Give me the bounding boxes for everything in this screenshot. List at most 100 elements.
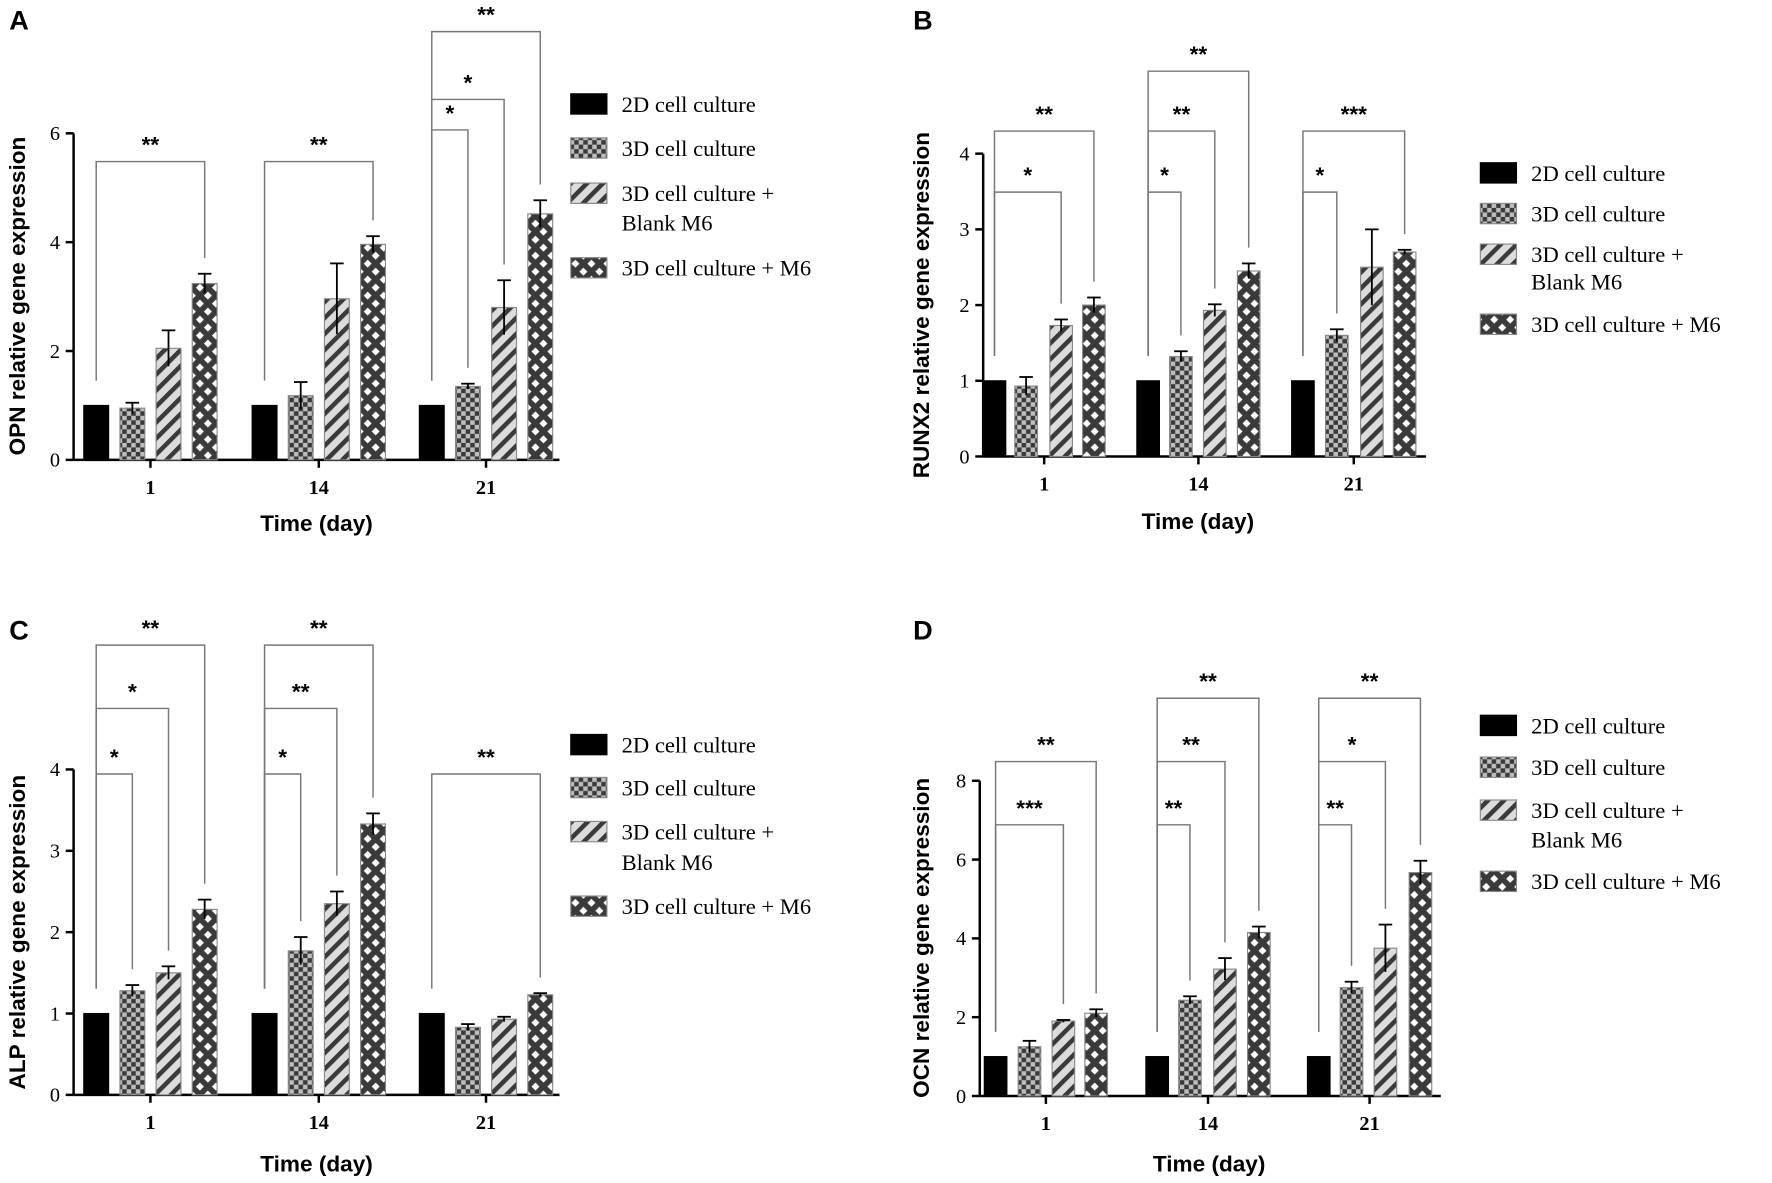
bar [191, 908, 218, 1096]
significance-bracket [95, 773, 134, 989]
y-axis-label: RUNX2 relative gene expression [909, 132, 934, 478]
y-tick-label: 0 [50, 450, 60, 472]
bar [1178, 999, 1202, 1097]
y-tick-label: 4 [50, 232, 60, 254]
legend-label: 3D cell culture [1531, 201, 1665, 226]
significance-label: * [1348, 733, 1357, 758]
bar [1247, 931, 1271, 1097]
bar [119, 990, 146, 1096]
significance-label: * [464, 70, 473, 95]
significance-bracket [1147, 191, 1182, 356]
bar [1392, 251, 1417, 458]
y-tick-label: 2 [959, 295, 969, 317]
x-tick-label: 21 [476, 1112, 496, 1134]
legend-label: 2D cell culture [622, 92, 756, 117]
y-tick-label: 0 [959, 446, 969, 468]
y-tick-label: 0 [50, 1085, 60, 1107]
bar [251, 1012, 278, 1096]
legend-swatch [1479, 714, 1518, 737]
significance-label: ** [1361, 669, 1379, 694]
y-tick-label: 4 [959, 143, 969, 165]
y-tick-label: 3 [959, 219, 969, 241]
legend-swatch [570, 733, 608, 756]
x-tick-label: 21 [1359, 1113, 1379, 1135]
y-tick-label: 2 [50, 922, 60, 944]
significance-label: * [445, 101, 454, 126]
significance-bracket [431, 30, 541, 381]
legend-swatch [570, 820, 608, 843]
x-tick-label: 1 [145, 1112, 155, 1134]
x-tick-label: 14 [1198, 1113, 1218, 1135]
panel-label: D [913, 615, 933, 646]
y-axis-label: OPN relative gene expression [5, 137, 30, 456]
significance-bracket [994, 824, 1065, 1032]
bar [251, 404, 278, 461]
bar [418, 1012, 445, 1096]
x-tick-label: 1 [1041, 1113, 1051, 1135]
significance-label: *** [1016, 796, 1043, 821]
x-tick-label: 14 [309, 477, 329, 499]
legend-swatch [570, 895, 608, 917]
legend-swatch [1479, 313, 1518, 336]
bar [1324, 334, 1349, 458]
y-tick-label: 2 [50, 341, 60, 363]
bar [1408, 872, 1433, 1097]
significance-bracket [95, 644, 206, 989]
legend-label: 3D cell culture + [622, 820, 775, 845]
legend-swatch [570, 182, 608, 204]
panel-label: C [9, 615, 29, 646]
bar [454, 1026, 481, 1096]
y-axis-label: OCN relative gene expression [909, 778, 934, 1098]
bar [1136, 380, 1160, 458]
legend-label: 3D cell culture [622, 775, 756, 800]
significance-bracket [263, 644, 374, 989]
significance-label: * [1023, 163, 1032, 188]
significance-label: * [128, 679, 137, 704]
legend: 2D cell culture 3D cell culture 3D cell cu… [1479, 161, 1721, 337]
bar [1236, 270, 1261, 458]
x-tick-label: 21 [476, 477, 496, 499]
bar [983, 1056, 1008, 1097]
legend-label: 3D cell culture + M6 [1531, 869, 1721, 894]
legend: 2D cell culture 3D cell culture 3D cell cu… [1479, 713, 1721, 894]
significance-bracket [1156, 697, 1260, 1032]
bar [1049, 324, 1073, 458]
significance-label: ** [1035, 102, 1053, 127]
bar [1202, 309, 1227, 458]
x-tick-label: 1 [1039, 473, 1049, 495]
y-axis-label: ALP relative gene expression [5, 775, 30, 1090]
significance-bracket [993, 130, 1095, 356]
significance-label: ** [1199, 669, 1217, 694]
significance-bracket [1318, 697, 1422, 1032]
x-tick-label: 14 [1188, 473, 1208, 495]
y-tick-label: 1 [50, 1003, 60, 1025]
significance-label: ** [477, 3, 495, 28]
significance-label: ** [142, 133, 160, 158]
panel-label: A [9, 4, 29, 35]
legend-label: Blank M6 [1531, 827, 1622, 852]
legend-label: Blank M6 [622, 850, 713, 875]
x-tick-label: 1 [145, 477, 155, 499]
bar [527, 994, 554, 1096]
legend-label: 3D cell culture + M6 [622, 256, 812, 281]
significance-label: ** [310, 133, 328, 158]
significance-label: ** [142, 616, 160, 641]
bar [360, 823, 387, 1096]
significance-label: * [1315, 163, 1324, 188]
y-tick-label: 6 [50, 123, 60, 145]
bar [1169, 355, 1193, 458]
bar [1339, 987, 1364, 1097]
panel-label: B [913, 4, 933, 35]
bar [1291, 380, 1315, 458]
bar [1213, 968, 1237, 1097]
legend-swatch [570, 776, 608, 799]
significance-label: ** [1190, 42, 1208, 67]
bar [491, 1018, 518, 1096]
significance-bracket [994, 760, 1097, 1032]
bar [1014, 385, 1038, 458]
legend-swatch [1479, 756, 1518, 778]
bar [323, 903, 350, 1096]
bar [83, 404, 110, 461]
